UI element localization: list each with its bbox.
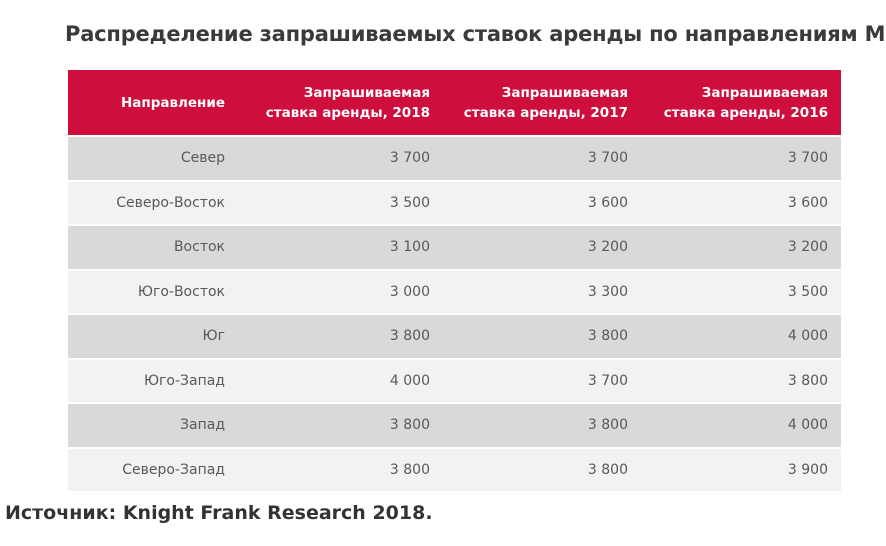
rate-2017-cell: 3 700 [456,359,654,404]
table-row: Северо-Запад 3 800 3 800 3 900 [68,448,841,493]
rate-2016-cell: 4 000 [654,315,841,360]
header-label-line1: Запрашиваемая [501,84,628,101]
table-row: Северо-Восток 3 500 3 600 3 600 [68,181,841,226]
rate-2017-cell: 3 800 [456,404,654,449]
rate-2018-cell: 3 800 [258,404,456,449]
table-row: Запад 3 800 3 800 4 000 [68,404,841,449]
header-label-line2: ставка аренды, 2017 [463,104,628,121]
table-row: Юго-Восток 3 000 3 300 3 500 [68,270,841,315]
table-row: Восток 3 100 3 200 3 200 [68,226,841,271]
rate-2016-cell: 3 200 [654,226,841,271]
table-header-row: Направление Запрашиваемая ставка аренды,… [68,70,841,137]
header-cell-rate-2017: Запрашиваемая ставка аренды, 2017 [456,70,654,137]
table-body: Север 3 700 3 700 3 700 Северо-Восток 3 500 3 … [68,137,841,493]
header-label: Направление [120,94,225,111]
direction-cell: Северо-Запад [68,448,258,493]
rate-2017-cell: 3 600 [456,181,654,226]
direction-cell: Запад [68,404,258,449]
header-label-line1: Запрашиваемая [701,84,828,101]
direction-cell: Юго-Запад [68,359,258,404]
rate-2018-cell: 4 000 [258,359,456,404]
rate-2018-cell: 3 800 [258,448,456,493]
header-cell-direction: Направление [68,70,258,137]
rate-2017-cell: 3 800 [456,315,654,360]
rate-2017-cell: 3 700 [456,137,654,182]
rate-2016-cell: 3 700 [654,137,841,182]
header-cell-rate-2018: Запрашиваемая ставка аренды, 2018 [258,70,456,137]
source-caption: Источник: Knight Frank Research 2018. [5,502,433,524]
rate-2018-cell: 3 800 [258,315,456,360]
direction-cell: Восток [68,226,258,271]
direction-cell: Север [68,137,258,182]
header-label-line2: ставка аренды, 2016 [663,104,828,121]
direction-cell: Юг [68,315,258,360]
rate-2018-cell: 3 100 [258,226,456,271]
rate-2016-cell: 4 000 [654,404,841,449]
rate-2016-cell: 3 600 [654,181,841,226]
rate-2016-cell: 3 800 [654,359,841,404]
direction-cell: Северо-Восток [68,181,258,226]
rate-2017-cell: 3 200 [456,226,654,271]
rates-table: Направление Запрашиваемая ставка аренды,… [68,70,841,493]
rate-2017-cell: 3 300 [456,270,654,315]
rate-2018-cell: 3 500 [258,181,456,226]
table-row: Север 3 700 3 700 3 700 [68,137,841,182]
header-cell-rate-2016: Запрашиваемая ставка аренды, 2016 [654,70,841,137]
table-row: Юго-Запад 4 000 3 700 3 800 [68,359,841,404]
rate-2016-cell: 3 500 [654,270,841,315]
table-row: Юг 3 800 3 800 4 000 [68,315,841,360]
rate-2018-cell: 3 700 [258,137,456,182]
rate-2018-cell: 3 000 [258,270,456,315]
rate-2016-cell: 3 900 [654,448,841,493]
header-label-line2: ставка аренды, 2018 [265,104,430,121]
figure-title: Распределение запрашиваемых ставок аренд… [65,22,886,46]
rate-2017-cell: 3 800 [456,448,654,493]
header-label-line1: Запрашиваемая [303,84,430,101]
direction-cell: Юго-Восток [68,270,258,315]
table-header: Направление Запрашиваемая ставка аренды,… [68,70,841,137]
